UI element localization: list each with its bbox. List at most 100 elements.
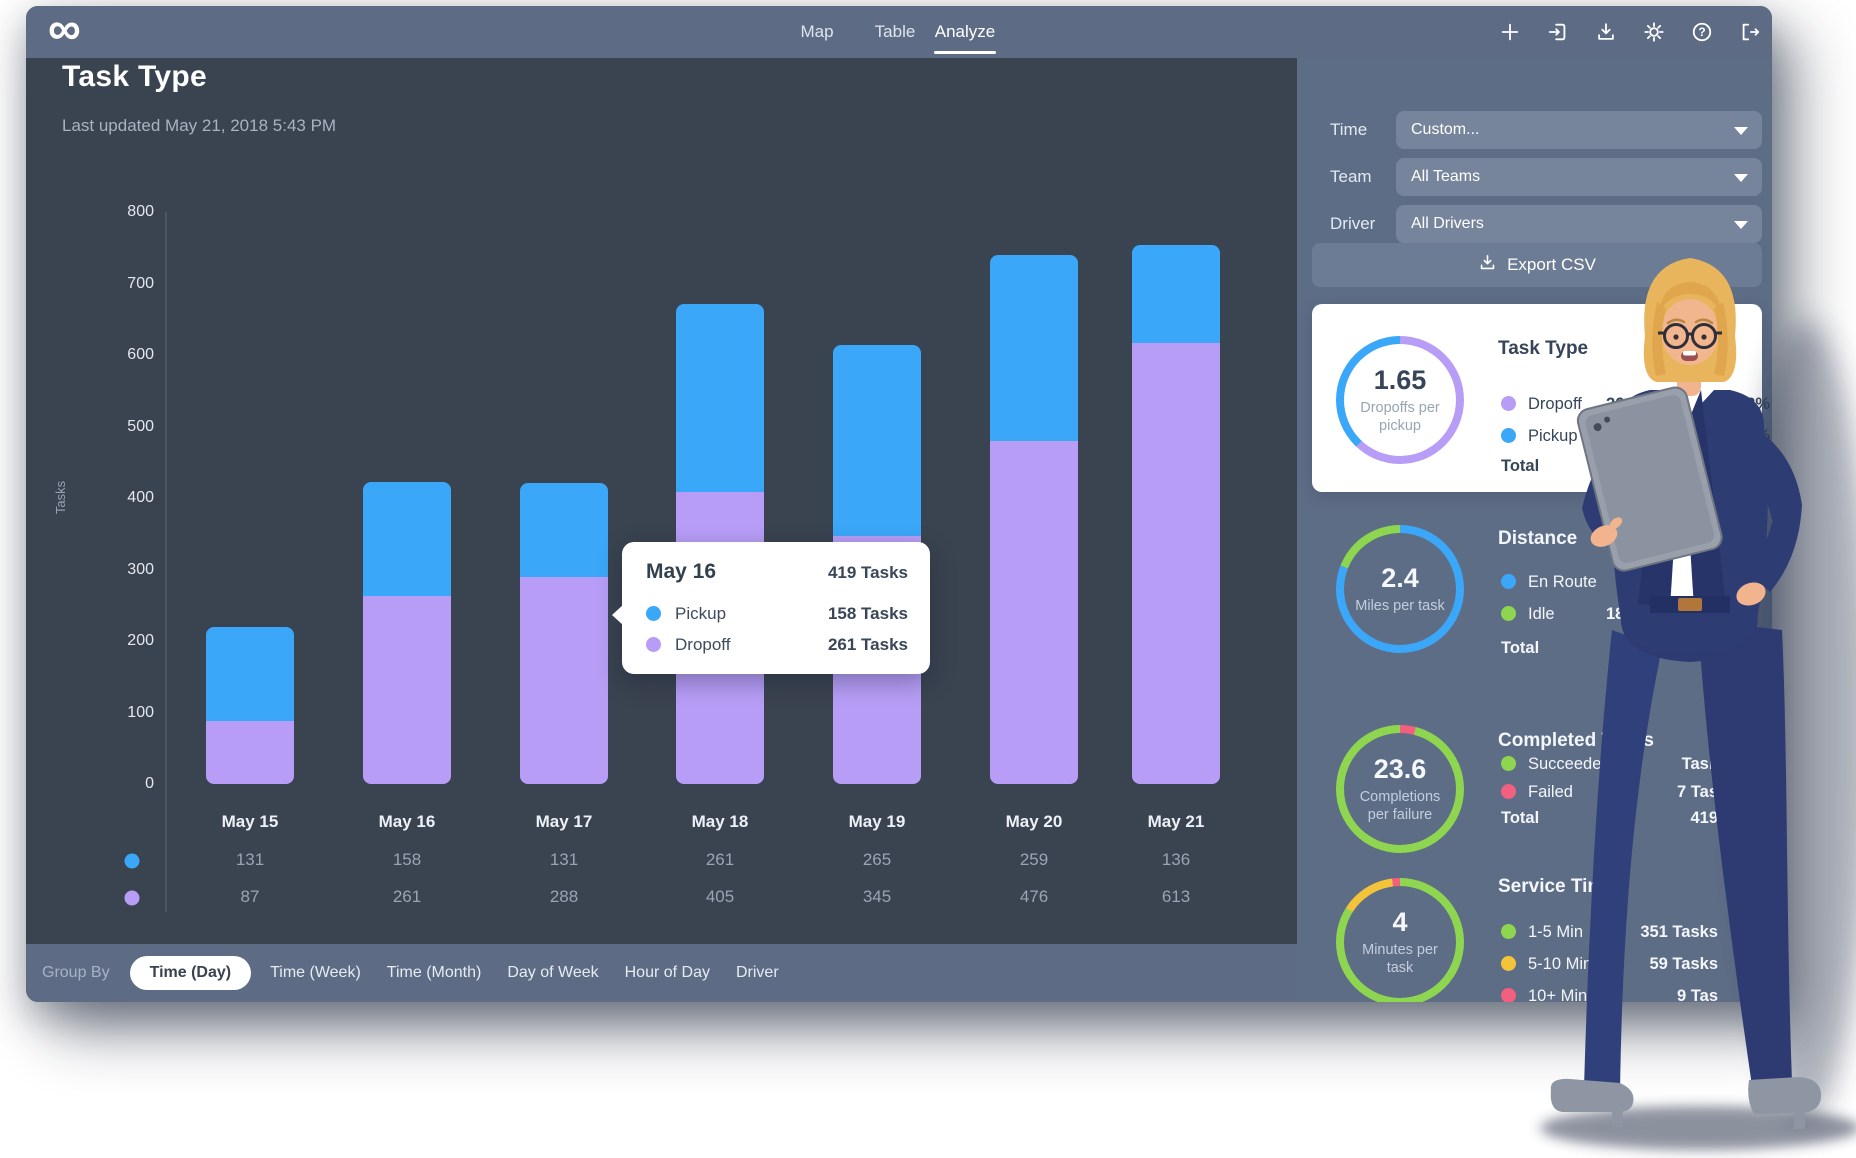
dropoff-count-may-20: 476 bbox=[1019, 887, 1049, 906]
y-tick-300: 300 bbox=[127, 560, 154, 578]
donut-hole: 1.65 Dropoffs per pickup bbox=[1344, 344, 1456, 456]
tooltip-total: 419 Tasks bbox=[827, 563, 908, 582]
last-updated-text: Last updated May 21, 2018 5:43 PM bbox=[62, 116, 337, 135]
dropoff-count-may-21: 613 bbox=[1161, 887, 1191, 906]
chevron-down-icon bbox=[1734, 127, 1748, 135]
filter-dropdown-time[interactable]: Custom... bbox=[1396, 111, 1762, 149]
tooltip-series-label: Pickup bbox=[675, 603, 727, 623]
distance-metric: 2.4 bbox=[1381, 563, 1419, 593]
idle-dot-icon bbox=[1501, 606, 1516, 621]
tab-analyze[interactable]: Analyze bbox=[934, 22, 996, 41]
export-csv-button[interactable]: Export CSV bbox=[1312, 243, 1762, 287]
donut-hole: 2.4 Miles per task bbox=[1344, 533, 1456, 645]
1-5-min-dot-icon bbox=[1501, 924, 1516, 939]
bar-dropoff-may-15[interactable] bbox=[206, 721, 294, 784]
legend-label: Dropoff bbox=[1528, 395, 1582, 413]
help-icon[interactable]: ? bbox=[1691, 21, 1713, 43]
ground-shadow bbox=[1540, 1106, 1856, 1150]
sidebar: Time Custom... Team All Teams Driver All Driv… bbox=[1297, 58, 1772, 1002]
10+-min-dot-icon bbox=[1501, 988, 1516, 1002]
dropoff-count-may-17: 288 bbox=[549, 887, 579, 906]
bar-pickup-may-18[interactable] bbox=[676, 304, 764, 492]
group-by-option-time-day-[interactable]: Time (Day) bbox=[129, 956, 252, 990]
y-axis-line bbox=[165, 212, 167, 912]
y-tick-0: 0 bbox=[145, 775, 154, 792]
group-by-option-time-month-[interactable]: Time (Month) bbox=[386, 964, 482, 981]
task-type-title: Task Type bbox=[1498, 338, 1589, 359]
chevron-down-icon bbox=[1734, 174, 1748, 182]
x-label-may-17: May 17 bbox=[535, 812, 593, 831]
add-icon[interactable] bbox=[1499, 21, 1521, 43]
total-unit: s bbox=[1760, 639, 1770, 657]
legend-label: Idle bbox=[1528, 605, 1555, 623]
5-10-min-dot-icon bbox=[1501, 956, 1516, 971]
y-tick-200: 200 bbox=[127, 632, 154, 649]
filter-dropdown-driver[interactable]: All Drivers bbox=[1396, 205, 1762, 243]
tooltip-arrow bbox=[612, 604, 624, 626]
chart-tooltip: May 16 419 Tasks Pickup 158 Tasks Dropoff 2… bbox=[612, 542, 930, 674]
failed-dot-icon bbox=[1501, 784, 1516, 799]
group-by-option-time-week-[interactable]: Time (Week) bbox=[270, 964, 361, 981]
task-type-caption: Dropoffs per pickup bbox=[1360, 400, 1440, 434]
donut-hole: 4 Minutes per task bbox=[1344, 886, 1456, 998]
bar-dropoff-may-20[interactable] bbox=[990, 441, 1078, 784]
group-by-label: Group By bbox=[42, 964, 110, 981]
bar-dropoff-may-21[interactable] bbox=[1132, 343, 1220, 784]
bar-pickup-may-15[interactable] bbox=[206, 627, 294, 721]
service-time-metric: 4 bbox=[1392, 907, 1408, 937]
top-nav: ∞ Map Table Analyze ? bbox=[26, 6, 1772, 58]
app-logo-infinity-icon[interactable]: ∞ bbox=[48, 6, 81, 54]
dropoff-dot-icon bbox=[1501, 396, 1516, 411]
bar-pickup-may-19[interactable] bbox=[833, 345, 921, 536]
task-type-donut-chart: 1.65 Dropoffs per pickup bbox=[1336, 336, 1464, 464]
service-time-caption: Minutes per task bbox=[1362, 942, 1438, 976]
legend-label: Pickup bbox=[1528, 427, 1578, 445]
dropoff-legend-dot bbox=[124, 890, 140, 906]
legend-percent: 2% bbox=[1746, 395, 1770, 413]
legend-label: Failed bbox=[1528, 783, 1573, 801]
legend-label: 10+ Min bbox=[1528, 987, 1588, 1002]
group-by-option-day-of-week[interactable]: Day of Week bbox=[507, 964, 599, 981]
bar-pickup-may-20[interactable] bbox=[990, 255, 1078, 441]
legend-value: 7 Tas bbox=[1677, 783, 1718, 801]
dropoff-count-may-19: 345 bbox=[862, 887, 892, 906]
total-value: 419 bbox=[1690, 809, 1718, 827]
legend-label: 5-10 Min bbox=[1528, 955, 1593, 973]
completed-tasks-caption: Completions per failure bbox=[1359, 789, 1441, 823]
filter-dropdown-team[interactable]: All Teams bbox=[1396, 158, 1762, 196]
total-label: Total bbox=[1501, 639, 1540, 657]
y-tick-100: 100 bbox=[127, 703, 154, 721]
tab-map[interactable]: Map bbox=[800, 22, 834, 41]
import-icon[interactable] bbox=[1547, 21, 1569, 43]
legend-value: 351 Tasks bbox=[1640, 923, 1718, 941]
pickup-dot-icon bbox=[1501, 428, 1516, 443]
bar-dropoff-may-16[interactable] bbox=[363, 596, 451, 784]
y-tick-500: 500 bbox=[127, 417, 154, 435]
x-label-may-21: May 21 bbox=[1147, 812, 1205, 831]
x-label-may-16: May 16 bbox=[378, 812, 436, 831]
settings-icon[interactable] bbox=[1643, 21, 1665, 43]
bar-pickup-may-21[interactable] bbox=[1132, 245, 1220, 343]
legend-value: 59 Tasks bbox=[1649, 955, 1719, 973]
x-label-may-18: May 18 bbox=[691, 812, 749, 831]
download-icon[interactable] bbox=[1595, 21, 1617, 43]
total-unit: Tasks bbox=[1724, 457, 1770, 475]
dropoff-count-may-16: 261 bbox=[392, 887, 422, 906]
dropoff-count-may-15: 87 bbox=[240, 887, 260, 906]
legend-label: 1-5 Min bbox=[1528, 923, 1584, 941]
y-tick-800: 800 bbox=[127, 203, 154, 220]
bar-pickup-may-17[interactable] bbox=[520, 483, 608, 577]
x-label-may-19: May 19 bbox=[848, 812, 906, 831]
tab-table[interactable]: Table bbox=[874, 22, 916, 41]
total-label: Total bbox=[1501, 457, 1540, 475]
donut-hole: 23.6 Completions per failure bbox=[1344, 733, 1456, 845]
group-by-option-driver[interactable]: Driver bbox=[735, 964, 779, 981]
dropoff-dot-icon bbox=[646, 637, 661, 652]
succeeded-dot-icon bbox=[1501, 756, 1516, 771]
en-route-dot-icon bbox=[1501, 574, 1516, 589]
bar-dropoff-may-17[interactable] bbox=[520, 577, 608, 784]
filter-label-time: Time bbox=[1330, 120, 1368, 139]
logout-icon[interactable] bbox=[1739, 21, 1761, 43]
group-by-option-hour-of-day[interactable]: Hour of Day bbox=[624, 964, 710, 981]
bar-pickup-may-16[interactable] bbox=[363, 482, 451, 596]
